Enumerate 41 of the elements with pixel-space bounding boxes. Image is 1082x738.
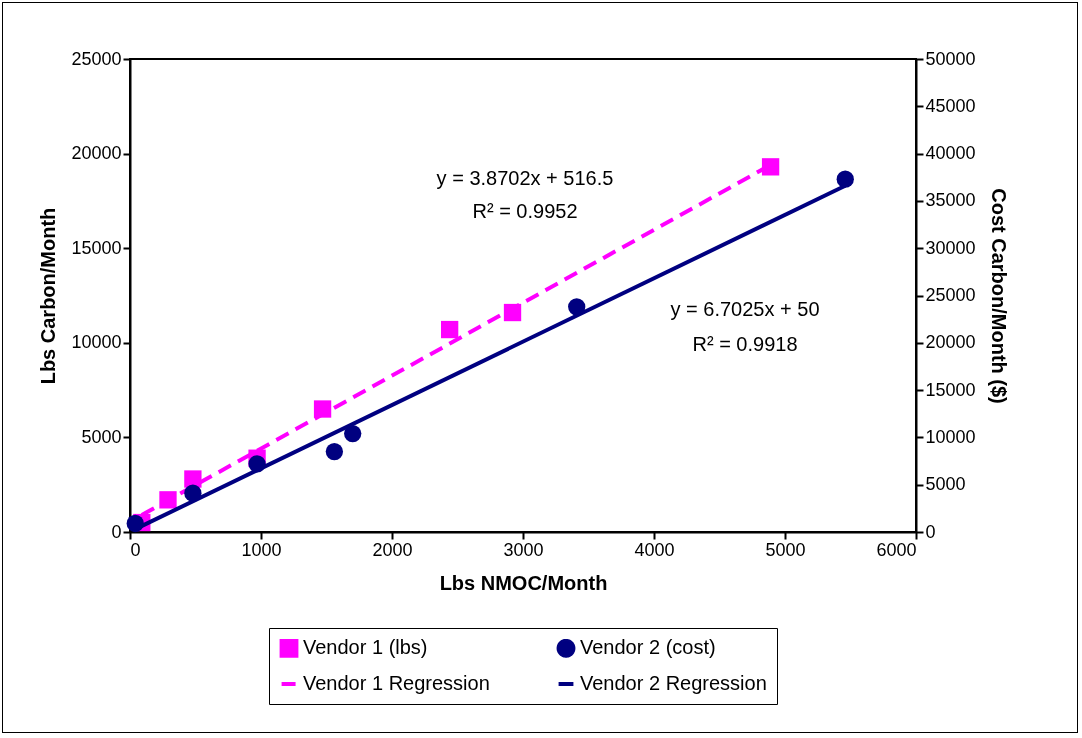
- y2-tick-label: 40000: [925, 143, 976, 164]
- y2-tick-label: 50000: [925, 48, 976, 69]
- annotation: R² = 0.9952: [472, 200, 578, 222]
- annotation: y = 3.8702x + 516.5: [436, 167, 614, 189]
- x-tick-label: 3000: [503, 539, 544, 560]
- legend-label: Vendor 2 (cost): [580, 636, 716, 659]
- y-tick-label: 25000: [71, 48, 122, 69]
- x-tick-label: 5000: [765, 539, 806, 560]
- y-tick-label: 15000: [71, 237, 122, 258]
- y2-tick-label: 5000: [925, 474, 966, 495]
- point: [440, 320, 459, 339]
- y2-tick-label: 15000: [925, 379, 976, 400]
- y2-tick-label: 45000: [925, 95, 976, 116]
- y2-tick-label: 35000: [925, 190, 976, 211]
- y-tick-label: 10000: [71, 332, 122, 353]
- x-tick-label: 4000: [634, 539, 675, 560]
- y2-tick-label: 30000: [925, 237, 976, 258]
- legend-label: Vendor 1 (lbs): [303, 636, 428, 659]
- legend-label: Vendor 2 Regression: [580, 672, 767, 694]
- y-tick-label: 20000: [71, 143, 122, 164]
- x-tick-label: 0: [130, 539, 141, 560]
- x-tick-label: 6000: [876, 539, 917, 560]
- y2-tick-label: 20000: [925, 332, 976, 353]
- y2-axis-title: Cost Carbon/Month ($): [987, 188, 1010, 404]
- annotation: R² = 0.9918: [692, 333, 798, 355]
- y2-tick-label: 0: [925, 521, 936, 542]
- legend-label: Vendor 1 Regression: [303, 672, 490, 694]
- annotation: y = 6.7025x + 50: [670, 298, 820, 320]
- y-tick-label: 5000: [81, 426, 122, 447]
- x-tick-label: 1000: [241, 539, 282, 560]
- y-axis-title: Lbs Carbon/Month: [37, 207, 60, 385]
- y2-tick-label: 25000: [925, 285, 976, 305]
- point: [344, 424, 362, 443]
- x-axis-title: Lbs NMOC/Month: [439, 571, 608, 594]
- y-tick-label: 0: [111, 521, 122, 542]
- x-tick-label: 2000: [372, 539, 413, 560]
- point: [184, 470, 202, 488]
- y2-tick-label: 10000: [925, 426, 976, 447]
- point: [325, 442, 344, 461]
- point: [761, 158, 780, 176]
- point: [836, 170, 854, 188]
